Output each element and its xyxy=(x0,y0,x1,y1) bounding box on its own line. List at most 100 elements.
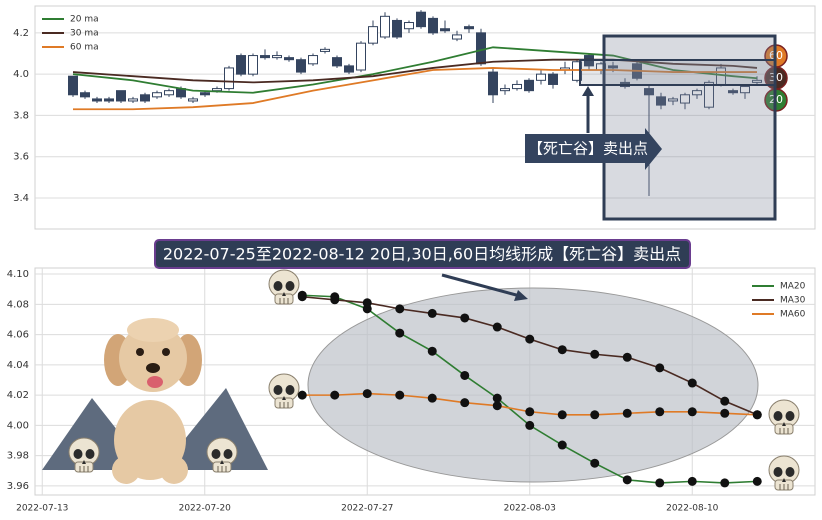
mountain xyxy=(160,388,268,470)
ma-point xyxy=(590,458,600,468)
candle-body xyxy=(344,65,354,73)
candle-body xyxy=(668,98,678,102)
ma-point xyxy=(655,363,665,373)
x-tick-label: 2022-08-03 xyxy=(504,504,556,514)
y-tick-label: 4.06 xyxy=(7,330,29,341)
y-tick-label: 4.00 xyxy=(7,420,29,431)
ma-point xyxy=(427,393,437,403)
x-tick-label: 2022-07-13 xyxy=(16,504,68,514)
candle-body xyxy=(416,11,426,28)
ma-point xyxy=(557,410,567,420)
y-tick-label: 4.04 xyxy=(7,360,29,371)
x-tick-label: 2022-07-27 xyxy=(341,504,393,514)
ma-point xyxy=(720,478,730,488)
highlight-box xyxy=(602,34,777,221)
candle-body xyxy=(728,90,738,94)
ma-point xyxy=(427,308,437,318)
ma-point xyxy=(525,407,535,417)
ma-point xyxy=(590,410,600,420)
banner xyxy=(154,239,691,269)
candle-body xyxy=(548,73,558,85)
legend-label: 20 ma xyxy=(70,15,99,25)
candle-body xyxy=(452,34,462,40)
y-tick-label: 3.4 xyxy=(13,193,29,204)
ma-point xyxy=(557,440,567,450)
ma-point xyxy=(622,475,632,485)
legend-label: MA60 xyxy=(780,310,806,320)
legend-label: 30 ma xyxy=(70,29,99,39)
candle-body xyxy=(236,55,246,75)
ma-point xyxy=(687,407,697,417)
ma-line xyxy=(72,58,758,84)
y-tick-label: 3.96 xyxy=(7,481,29,492)
ma-point xyxy=(297,390,307,400)
candle-body xyxy=(464,26,474,30)
ma-point xyxy=(622,408,632,418)
ma-point xyxy=(655,407,665,417)
candle-body xyxy=(308,55,318,65)
candle-body xyxy=(140,94,150,102)
candle-body xyxy=(116,90,126,102)
ma-point xyxy=(492,393,502,403)
annotation: 【死亡谷】卖出点 xyxy=(528,140,648,158)
candle-body xyxy=(80,92,90,98)
y-tick-label: 3.98 xyxy=(7,451,29,462)
ma-point xyxy=(492,401,502,411)
y-tick-label: 4.2 xyxy=(13,28,29,39)
candle-body xyxy=(500,88,510,92)
legend-label: MA30 xyxy=(780,296,806,306)
ma-point xyxy=(362,389,372,399)
ma-point xyxy=(395,304,405,314)
candle-body xyxy=(428,17,438,34)
banner-title: 2022-07-25至2022-08-12 20日,30日,60日均线形成【死亡… xyxy=(163,245,681,264)
y-tick-label: 3.6 xyxy=(13,152,29,163)
y-tick-label: 3.8 xyxy=(13,110,29,121)
ma-point xyxy=(687,476,697,486)
candle-body xyxy=(296,59,306,73)
ma-point xyxy=(330,295,340,305)
y-tick-label: 4.08 xyxy=(7,299,29,310)
ma-line xyxy=(73,67,757,111)
candle-body xyxy=(440,28,450,32)
ma-point xyxy=(525,420,535,430)
candle-body xyxy=(608,65,618,69)
ma-point xyxy=(720,408,730,418)
y-tick-label: 4.10 xyxy=(7,269,29,280)
x-tick-label: 2022-07-20 xyxy=(179,504,232,514)
legend-label: MA20 xyxy=(780,282,806,292)
highlight-box xyxy=(579,59,776,86)
candle-body xyxy=(320,48,330,52)
candle-body xyxy=(332,57,342,67)
top-panel xyxy=(34,5,816,230)
candle-body xyxy=(224,67,234,90)
dog xyxy=(104,318,202,484)
ma-point xyxy=(492,322,502,332)
candle-body xyxy=(740,86,750,94)
x-tick-label: 2022-08-10 xyxy=(666,504,719,514)
candle-body xyxy=(260,55,270,59)
arrow-head xyxy=(514,290,528,301)
ma-point xyxy=(395,390,405,400)
ma-point xyxy=(525,334,535,344)
ma-point xyxy=(687,378,697,388)
candle-body xyxy=(92,98,102,102)
candle-body xyxy=(272,55,282,59)
ma-point xyxy=(460,313,470,323)
candle-body xyxy=(128,98,138,102)
candle-body xyxy=(680,94,690,104)
ma-point xyxy=(557,345,567,355)
candle-body xyxy=(476,32,486,65)
candle-body xyxy=(248,55,258,75)
ma-point xyxy=(460,370,470,380)
candle-body xyxy=(200,92,210,96)
candle-body xyxy=(284,57,294,61)
ma-point xyxy=(655,478,665,488)
ma-point xyxy=(752,476,762,486)
candle-body xyxy=(572,61,582,81)
ma-point xyxy=(297,292,307,302)
ma-point xyxy=(460,398,470,408)
candle-body xyxy=(380,15,390,38)
ma-point xyxy=(427,346,437,356)
ma-point xyxy=(362,298,372,308)
candle-body xyxy=(704,81,714,108)
